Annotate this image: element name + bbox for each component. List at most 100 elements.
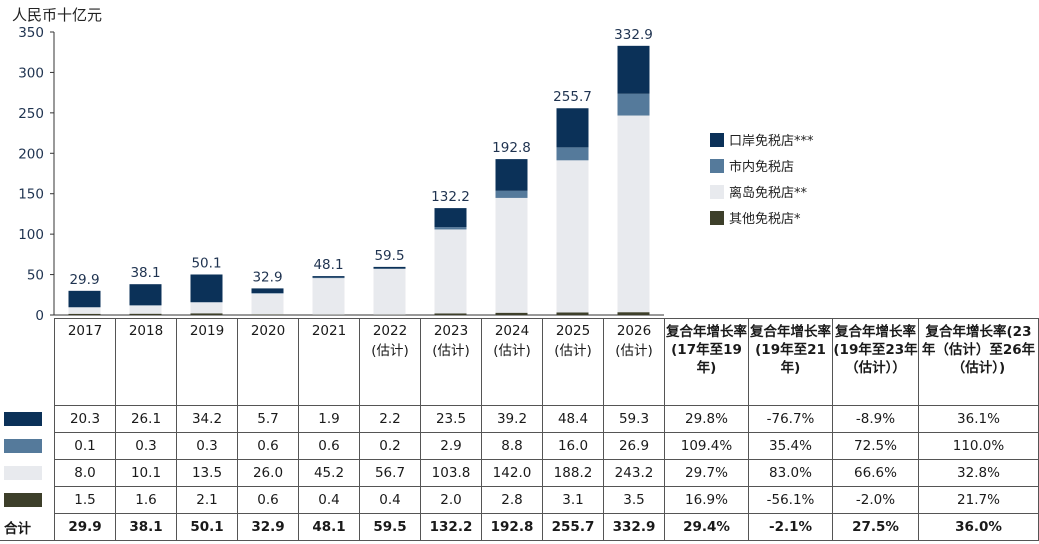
bar-total-label: 32.9 <box>252 269 282 285</box>
table-year-header: 2025 (估计) <box>542 318 604 406</box>
bar-total-label: 192.8 <box>492 140 531 156</box>
bar-segment <box>617 93 650 116</box>
table-year-header: 2019 <box>176 318 238 406</box>
bar-segment <box>495 190 528 198</box>
table-value-cell: 3.5 <box>603 486 665 514</box>
table-total-cell: 332.9 <box>603 513 665 541</box>
legend-label: 其他免税店* <box>729 212 801 227</box>
y-tick-label: 100 <box>18 227 44 243</box>
table-value-cell: 2.2 <box>359 405 421 433</box>
table-value-cell: 48.4 <box>542 405 604 433</box>
series-swatch <box>4 439 42 453</box>
table-total-cell: 32.9 <box>237 513 299 541</box>
table-cagr-cell: -8.9% <box>832 405 919 433</box>
legend-swatch <box>710 185 724 199</box>
table-legend-cell <box>0 486 55 514</box>
table-value-cell: 0.4 <box>298 486 360 514</box>
table-value-cell: 2.0 <box>420 486 482 514</box>
table-value-cell: 39.2 <box>481 405 543 433</box>
table-legend-cell <box>0 432 55 460</box>
bar-segment <box>434 208 467 228</box>
table-value-cell: 16.0 <box>542 432 604 460</box>
table-year-header: 2020 <box>237 318 299 406</box>
table-total-cell: 132.2 <box>420 513 482 541</box>
bar-segment <box>312 278 345 315</box>
legend-swatch <box>710 159 724 173</box>
bar-segment <box>68 313 101 315</box>
table-cagr-cell: -56.1% <box>748 486 833 514</box>
bar-segment <box>434 229 467 314</box>
table-value-cell: 13.5 <box>176 459 238 487</box>
table-value-cell: 243.2 <box>603 459 665 487</box>
table-value-cell: 2.9 <box>420 432 482 460</box>
bar-total-label: 50.1 <box>191 255 221 271</box>
legend-label: 市内免税店 <box>729 159 794 175</box>
table-total-cell: 38.1 <box>115 513 177 541</box>
table-value-cell: 0.1 <box>54 432 116 460</box>
bar-segment <box>190 302 223 314</box>
table-year-header: 2021 <box>298 318 360 406</box>
table-value-cell: 0.6 <box>237 432 299 460</box>
bar-segment <box>312 276 345 278</box>
table-value-cell: 1.9 <box>298 405 360 433</box>
y-tick-label: 350 <box>18 25 44 41</box>
table-value-cell: 3.1 <box>542 486 604 514</box>
table-cagr-cell: 66.6% <box>832 459 919 487</box>
table-total-cell: 192.8 <box>481 513 543 541</box>
table-value-cell: 5.7 <box>237 405 299 433</box>
bar-total-label: 59.5 <box>374 248 404 264</box>
table-value-cell: 0.4 <box>359 486 421 514</box>
table-cagr-cell: -2.0% <box>832 486 919 514</box>
table-cagr-cell: 36.1% <box>918 405 1039 433</box>
table-year-header: 2023 (估计) <box>420 318 482 406</box>
table-total-cagr-cell: -2.1% <box>748 513 833 541</box>
data-table: 2017 2018 2019 2020 2021 2022 (估计) 2023 (估计) 20… <box>0 318 1039 541</box>
bar-segment <box>617 45 650 94</box>
table-cagr-cell: 29.7% <box>664 459 749 487</box>
table-value-cell: 8.0 <box>54 459 116 487</box>
bar-segment <box>556 147 589 161</box>
table-cagr-cell: 83.0% <box>748 459 833 487</box>
table-value-cell: 26.9 <box>603 432 665 460</box>
table-value-cell: 188.2 <box>542 459 604 487</box>
table-legend-cell <box>0 405 55 433</box>
series-swatch <box>4 493 42 507</box>
table-value-cell: 0.2 <box>359 432 421 460</box>
bar-segment <box>556 108 589 148</box>
table-cagr-cell: -76.7% <box>748 405 833 433</box>
series-swatch <box>4 412 42 426</box>
bar-total-label: 255.7 <box>553 89 592 105</box>
bar-segment <box>251 293 284 315</box>
table-value-cell: 34.2 <box>176 405 238 433</box>
table-value-cell: 0.6 <box>298 432 360 460</box>
y-tick-label: 50 <box>27 268 44 284</box>
bar-total-label: 332.9 <box>614 27 653 43</box>
bar-segment <box>617 312 650 315</box>
y-axis-label: 人民币十亿元 <box>12 6 102 24</box>
table-year-header: 2022 (估计) <box>359 318 421 406</box>
y-tick-label: 200 <box>18 146 44 162</box>
table-value-cell: 103.8 <box>420 459 482 487</box>
bar-total-label: 132.2 <box>431 189 470 205</box>
table-cagr-cell: 21.7% <box>918 486 1039 514</box>
table-total-cell: 50.1 <box>176 513 238 541</box>
bar-segment <box>190 274 223 303</box>
table-value-cell: 1.6 <box>115 486 177 514</box>
table-cagr-cell: 32.8% <box>918 459 1039 487</box>
table-cagr-header: 复合年增长率 (19年至21年) <box>748 318 833 406</box>
legend-label: 口岸免税店*** <box>729 134 814 149</box>
table-cagr-cell: 35.4% <box>748 432 833 460</box>
table-value-cell: 59.3 <box>603 405 665 433</box>
table-value-cell: 2.8 <box>481 486 543 514</box>
bar-segment <box>434 313 467 315</box>
y-tick-label: 250 <box>18 106 44 122</box>
legend-swatch <box>710 211 724 225</box>
bar-segment <box>556 312 589 315</box>
table-cagr-header: 复合年增长率 (17年至19年) <box>664 318 749 406</box>
bar-segment <box>617 115 650 313</box>
table-total-label: 合计 <box>0 513 55 541</box>
legend-swatch <box>710 133 724 147</box>
table-value-cell: 20.3 <box>54 405 116 433</box>
table-value-cell: 26.1 <box>115 405 177 433</box>
table-year-header: 2018 <box>115 318 177 406</box>
